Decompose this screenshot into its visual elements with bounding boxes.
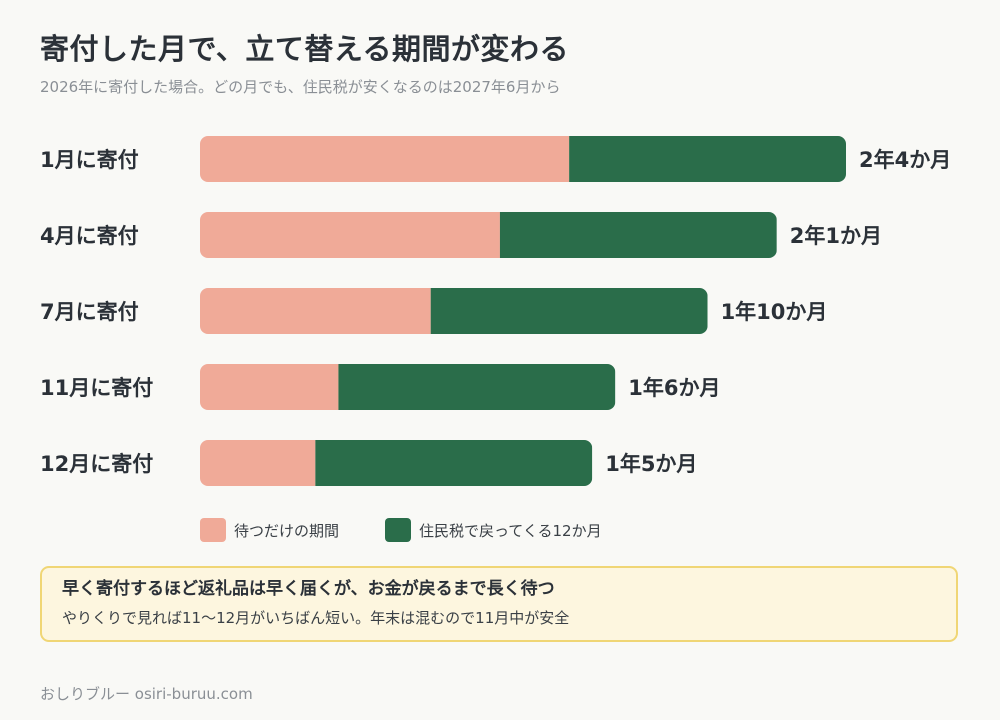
- bar-group: [200, 364, 616, 410]
- bar-segment-waiting: [200, 440, 316, 486]
- bar-group: [200, 212, 777, 258]
- note-box: 早く寄付するほど返礼品は早く届くが、お金が戻るまで長く待つ やりくりで見れば11…: [40, 566, 958, 642]
- data-label: 1年6か月: [628, 376, 720, 400]
- legend-swatch-waiting: [200, 518, 226, 542]
- bar-group: [200, 440, 593, 486]
- legend-label-refund: 住民税で戻ってくる12か月: [419, 521, 602, 540]
- category-label: 7月に寄付: [40, 300, 139, 324]
- category-label: 1月に寄付: [40, 148, 139, 172]
- page-subtitle: 2026年に寄付した場合。どの月でも、住民税が安くなるのは2027年6月から: [40, 78, 561, 96]
- bar-segment-refund: [315, 440, 593, 486]
- chart-legend: 待つだけの期間 住民税で戻ってくる12か月: [200, 518, 648, 542]
- bar-segment-refund: [569, 136, 846, 182]
- bar-segment-waiting: [200, 288, 431, 334]
- note-headline: 早く寄付するほど返礼品は早く届くが、お金が戻るまで長く待つ: [62, 579, 555, 599]
- legend-label-waiting: 待つだけの期間: [234, 521, 340, 540]
- legend-item-refund: 住民税で戻ってくる12か月: [385, 518, 602, 542]
- bar-group: [200, 136, 846, 182]
- bar-segment-refund: [499, 212, 777, 258]
- data-label: 1年5か月: [605, 452, 697, 476]
- bar-chart: 1月に寄付 2年4か月 4月に寄付 2年1か月 7月に寄付 1年10か月 11月に寄付 1年6…: [40, 136, 951, 486]
- category-label: 12月に寄付: [40, 452, 153, 476]
- legend-swatch-refund: [385, 518, 412, 542]
- category-label: 4月に寄付: [40, 224, 139, 248]
- note-body: やりくりで見れば11〜12月がいちばん短い。年末は混むので11月中が安全: [62, 609, 570, 627]
- data-label: 2年1か月: [790, 224, 882, 248]
- page-title: 寄付した月で、立て替える期間が変わる: [40, 32, 569, 66]
- bar-segment-refund: [430, 288, 708, 334]
- footer-credit: おしりブルー osiri-buruu.com: [40, 685, 253, 703]
- bar-segment-refund: [338, 364, 616, 410]
- bar-group: [200, 288, 708, 334]
- data-label: 2年4か月: [859, 148, 951, 172]
- data-label: 1年10か月: [721, 300, 828, 324]
- category-label: 11月に寄付: [40, 376, 153, 400]
- bar-segment-waiting: [200, 364, 339, 410]
- bar-segment-waiting: [200, 212, 500, 258]
- bar-segment-waiting: [200, 136, 570, 182]
- legend-item-waiting: 待つだけの期間: [200, 518, 339, 542]
